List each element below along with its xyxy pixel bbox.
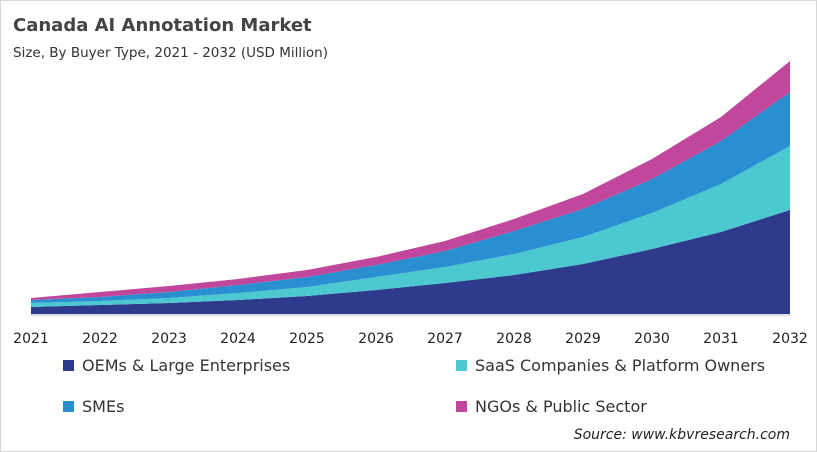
x-tick-label: 2029 <box>565 331 601 347</box>
area-series-3 <box>31 61 790 300</box>
x-tick-label: 2021 <box>13 331 49 347</box>
x-tick-label: 2028 <box>496 331 532 347</box>
x-tick-label: 2026 <box>358 331 394 347</box>
legend-item-saas: SaaS Companies & Platform Owners <box>456 356 765 375</box>
legend-label: SaaS Companies & Platform Owners <box>475 356 766 375</box>
legend-label: OEMs & Large Enterprises <box>82 356 291 375</box>
legend-swatch <box>456 360 467 371</box>
legend-swatch <box>63 401 74 412</box>
x-tick-label: 2023 <box>151 331 187 347</box>
x-tick-label: 2024 <box>220 331 256 347</box>
legend-item-oems: OEMs & Large Enterprises <box>63 356 290 375</box>
chart-title: Canada AI Annotation Market <box>13 15 312 36</box>
x-tick-label: 2030 <box>634 331 670 347</box>
source-note: Source: www.kbvresearch.com <box>573 427 790 443</box>
legend-label: NGOs & Public Sector <box>475 397 647 416</box>
x-tick-label: 2025 <box>289 331 325 347</box>
legend-label: SMEs <box>82 397 125 416</box>
chart-subtitle: Size, By Buyer Type, 2021 - 2032 (USD Mi… <box>13 45 328 61</box>
area-series-1 <box>31 146 790 307</box>
legend-item-smes: SMEs <box>63 397 124 416</box>
x-tick-label: 2032 <box>772 331 808 347</box>
x-tick-label: 2027 <box>427 331 463 347</box>
legend-swatch <box>456 401 467 412</box>
x-tick-label: 2031 <box>703 331 739 347</box>
x-tick-label: 2022 <box>82 331 118 347</box>
legend-swatch <box>63 360 74 371</box>
plot-area: 2021 2022 2023 2024 2025 2026 2027 2028 2029 2030… <box>13 61 808 347</box>
area-series-0 <box>31 210 790 314</box>
area-series-2 <box>31 92 790 303</box>
legend-item-ngos: NGOs & Public Sector <box>456 397 647 416</box>
